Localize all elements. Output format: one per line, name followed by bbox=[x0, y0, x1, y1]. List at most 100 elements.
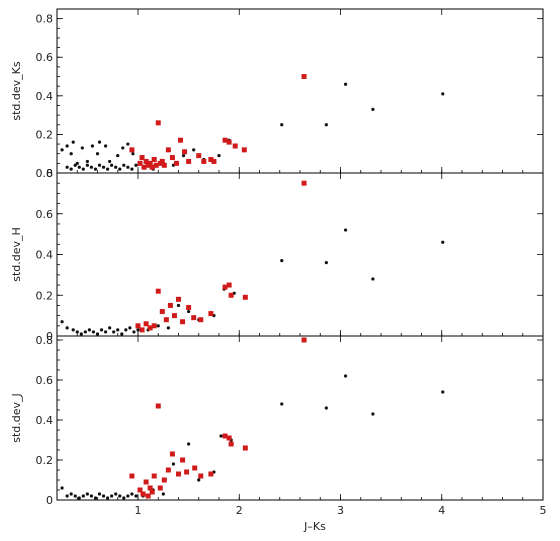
data-point-red bbox=[226, 282, 232, 288]
data-point-red bbox=[182, 149, 188, 155]
data-point-black bbox=[343, 374, 348, 378]
data-point-red bbox=[140, 491, 146, 497]
y-tick-label: 0 bbox=[46, 494, 53, 507]
data-point-black bbox=[441, 240, 445, 244]
data-point-red bbox=[186, 304, 192, 310]
data-point-black bbox=[75, 330, 79, 334]
data-point-black bbox=[65, 326, 69, 330]
data-point-black bbox=[120, 332, 124, 336]
data-point-black bbox=[108, 159, 112, 164]
data-point-black bbox=[192, 148, 196, 152]
data-point-black bbox=[187, 309, 191, 314]
data-point-red bbox=[165, 147, 171, 153]
y-tick-label: 0.2 bbox=[36, 454, 54, 467]
data-point-black bbox=[89, 494, 94, 498]
data-point-red bbox=[147, 325, 153, 331]
data-point-black bbox=[126, 165, 130, 169]
data-point-black bbox=[134, 163, 138, 167]
data-point-red bbox=[129, 473, 135, 479]
data-point-black bbox=[371, 107, 375, 111]
data-point-black bbox=[126, 494, 130, 498]
y-tick-label: 0.8 bbox=[36, 13, 54, 26]
data-point-black bbox=[116, 154, 120, 158]
data-point-black bbox=[85, 159, 89, 164]
data-point-red bbox=[151, 323, 157, 329]
x-tick-label: 2 bbox=[236, 504, 243, 517]
data-point-black bbox=[156, 324, 160, 328]
data-point-black bbox=[101, 494, 106, 498]
data-point-black bbox=[104, 144, 108, 148]
data-point-black bbox=[106, 496, 110, 500]
panel-frame bbox=[56, 172, 544, 337]
data-point-black bbox=[343, 82, 348, 86]
data-point-black bbox=[71, 328, 75, 332]
data-point-black bbox=[112, 330, 116, 334]
data-point-black bbox=[97, 140, 102, 144]
data-point-red bbox=[155, 288, 161, 294]
data-point-black bbox=[187, 442, 191, 446]
data-point-red bbox=[222, 137, 228, 143]
data-point-red bbox=[139, 155, 145, 161]
data-point-red bbox=[137, 160, 143, 166]
data-point-black bbox=[441, 390, 445, 394]
data-point-red bbox=[208, 311, 214, 317]
y-tick-label: 0.6 bbox=[36, 208, 54, 221]
data-point-red bbox=[151, 156, 157, 162]
data-point-red bbox=[159, 309, 165, 315]
data-point-black bbox=[60, 148, 64, 152]
data-point-black bbox=[65, 165, 69, 169]
data-point-black bbox=[101, 165, 106, 169]
data-point-black bbox=[104, 330, 108, 334]
data-point-black bbox=[118, 167, 122, 171]
data-point-red bbox=[301, 337, 307, 343]
data-point-black bbox=[217, 154, 221, 158]
data-point-black bbox=[197, 478, 201, 482]
data-point-black bbox=[108, 326, 112, 330]
data-point-black bbox=[91, 330, 96, 334]
y-tick-label: 0.6 bbox=[36, 374, 54, 387]
data-point-red bbox=[222, 433, 228, 439]
data-point-black bbox=[130, 492, 134, 496]
data-point-red bbox=[242, 445, 248, 451]
data-point-red bbox=[149, 489, 155, 495]
data-point-red bbox=[178, 137, 184, 143]
y-tick-label: 0.4 bbox=[36, 90, 54, 103]
data-point-red bbox=[180, 457, 186, 463]
data-point-black bbox=[65, 494, 69, 498]
data-point-black bbox=[124, 328, 128, 332]
data-point-black bbox=[97, 492, 102, 496]
data-point-red bbox=[161, 162, 167, 168]
data-point-black bbox=[122, 496, 126, 500]
data-point-red bbox=[143, 479, 149, 485]
data-point-red bbox=[153, 162, 159, 168]
data-point-black bbox=[73, 494, 77, 498]
data-point-red bbox=[159, 158, 165, 164]
data-point-black bbox=[371, 277, 375, 281]
data-point-black bbox=[131, 152, 135, 156]
data-point-red bbox=[201, 158, 207, 164]
data-point-black bbox=[136, 328, 140, 332]
data-point-black bbox=[95, 332, 100, 336]
data-point-red bbox=[135, 323, 141, 329]
y-tick-label: 0.2 bbox=[36, 128, 54, 141]
data-point-black bbox=[171, 462, 176, 466]
data-point-red bbox=[143, 321, 149, 327]
data-point-red bbox=[143, 158, 149, 164]
data-point-black bbox=[114, 492, 118, 496]
data-point-black bbox=[114, 165, 118, 169]
y-tick-label: 0.2 bbox=[36, 289, 54, 302]
data-point-black bbox=[324, 406, 328, 410]
data-point-black bbox=[371, 412, 375, 416]
chart-panels: 0 0.2 0.4 0.6 0.8 std.dev_Ks 0 0.2 0.4 0.6 0.8 std.… bbox=[10, 8, 547, 517]
data-point-red bbox=[228, 292, 234, 298]
data-point-black bbox=[60, 320, 64, 324]
data-point-red bbox=[147, 160, 153, 166]
y-tick-label: 0.8 bbox=[36, 167, 54, 180]
data-point-red bbox=[161, 477, 167, 483]
data-point-black bbox=[130, 167, 134, 171]
data-point-red bbox=[198, 317, 204, 323]
data-point-black bbox=[80, 146, 84, 150]
data-point-red bbox=[145, 493, 151, 499]
data-point-red bbox=[167, 302, 173, 308]
